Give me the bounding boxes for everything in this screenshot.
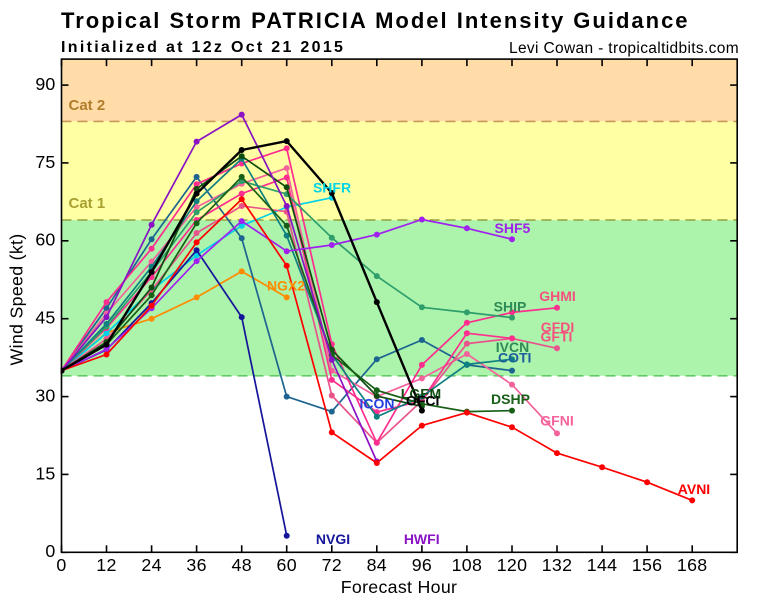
svg-text:NVGI: NVGI xyxy=(316,531,350,547)
svg-text:48: 48 xyxy=(232,555,252,575)
svg-text:108: 108 xyxy=(452,555,483,575)
svg-text:90: 90 xyxy=(35,74,55,94)
svg-text:96: 96 xyxy=(412,555,432,575)
svg-text:132: 132 xyxy=(542,555,573,575)
svg-text:GFTI: GFTI xyxy=(541,329,573,345)
svg-text:Cat 1: Cat 1 xyxy=(69,195,106,212)
svg-text:GFNI: GFNI xyxy=(540,413,573,429)
svg-text:12: 12 xyxy=(96,555,116,575)
svg-text:Levi Cowan - tropicaltidbits.c: Levi Cowan - tropicaltidbits.com xyxy=(509,40,739,57)
svg-text:LGEM: LGEM xyxy=(401,386,441,402)
svg-text:60: 60 xyxy=(35,230,55,250)
svg-text:DSHP: DSHP xyxy=(491,391,530,407)
svg-text:120: 120 xyxy=(497,555,528,575)
svg-text:24: 24 xyxy=(141,555,161,575)
svg-text:Forecast Hour: Forecast Hour xyxy=(341,577,458,597)
svg-text:GFDI: GFDI xyxy=(541,319,574,335)
svg-text:HWFI: HWFI xyxy=(404,531,440,547)
svg-text:45: 45 xyxy=(35,308,55,328)
svg-text:SHF5: SHF5 xyxy=(495,220,531,236)
svg-text:0: 0 xyxy=(45,541,55,561)
svg-text:75: 75 xyxy=(35,152,55,172)
svg-text:60: 60 xyxy=(277,555,297,575)
svg-text:144: 144 xyxy=(587,555,618,575)
svg-text:SHFR: SHFR xyxy=(313,180,351,196)
svg-text:Tropical Storm PATRICIA Model: Tropical Storm PATRICIA Model Intensity … xyxy=(61,8,690,33)
svg-text:0: 0 xyxy=(56,555,66,575)
svg-text:Cat 2: Cat 2 xyxy=(69,97,106,114)
svg-text:156: 156 xyxy=(632,555,663,575)
svg-text:IVCN: IVCN xyxy=(496,339,529,355)
svg-text:SHIP: SHIP xyxy=(494,299,527,315)
svg-text:36: 36 xyxy=(186,555,206,575)
svg-text:ICON: ICON xyxy=(360,396,395,412)
svg-text:GHMI: GHMI xyxy=(539,288,576,304)
svg-text:AVNI: AVNI xyxy=(678,481,710,497)
svg-text:OFCI: OFCI xyxy=(406,393,439,409)
svg-text:Wind Speed (kt): Wind Speed (kt) xyxy=(6,234,26,366)
svg-text:84: 84 xyxy=(367,555,387,575)
svg-text:COTI: COTI xyxy=(498,350,531,366)
svg-text:NGX2: NGX2 xyxy=(267,278,305,294)
svg-text:Initialized at 12z Oct 21 2015: Initialized at 12z Oct 21 2015 xyxy=(61,39,345,56)
svg-text:72: 72 xyxy=(322,555,342,575)
svg-text:15: 15 xyxy=(35,463,55,483)
svg-text:30: 30 xyxy=(35,386,55,406)
svg-text:168: 168 xyxy=(677,555,708,575)
